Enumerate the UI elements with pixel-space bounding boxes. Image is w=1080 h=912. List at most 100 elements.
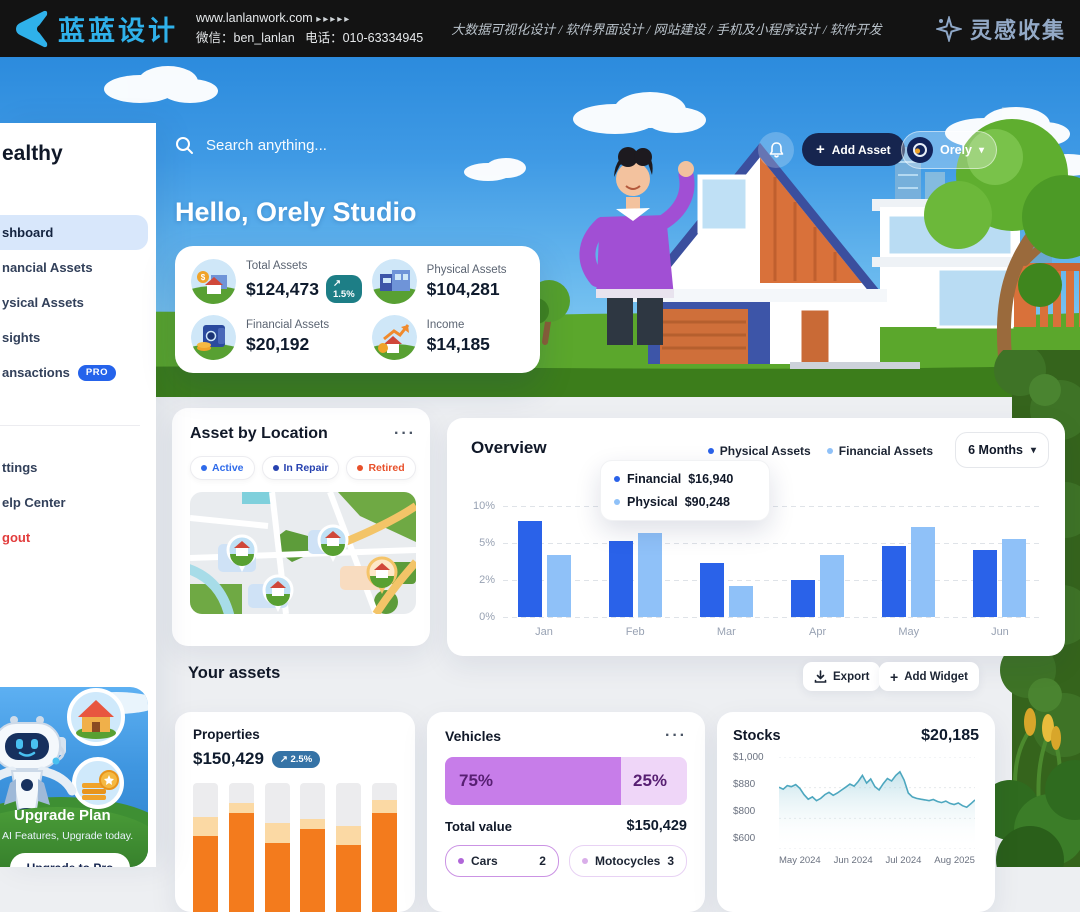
property-bar[interactable] xyxy=(229,783,254,912)
location-menu-button[interactable]: ··· xyxy=(394,425,416,443)
banner-wechat: 微信：ben_lanlan xyxy=(196,31,295,45)
notifications-button[interactable] xyxy=(758,132,794,168)
property-bar[interactable] xyxy=(300,783,325,912)
bell-icon xyxy=(768,141,785,159)
bar-group-may[interactable]: May xyxy=(882,506,936,617)
bar-group-jan[interactable]: Jan xyxy=(517,506,571,617)
upgrade-title: Upgrade Plan xyxy=(14,807,111,824)
user-menu[interactable]: Orely ▾ xyxy=(901,131,997,169)
bar-financial[interactable] xyxy=(973,550,997,617)
cars-share: 75% xyxy=(445,757,621,805)
lanlan-logo-icon xyxy=(14,9,50,49)
location-filters: Active In Repair Retired xyxy=(190,456,416,480)
filter-retired[interactable]: Retired xyxy=(346,456,415,480)
motocycles-pill[interactable]: Motocycles 3 xyxy=(569,845,687,877)
sidebar-divider xyxy=(0,425,140,426)
filter-active[interactable]: Active xyxy=(190,456,255,480)
bar-physical[interactable] xyxy=(1002,539,1026,617)
bar-financial[interactable] xyxy=(791,580,815,617)
asset-by-location-card: Asset by Location ··· Active In Repair R… xyxy=(172,408,430,646)
property-bar[interactable] xyxy=(336,783,361,912)
upgrade-button[interactable]: Upgrade to Pro xyxy=(10,853,130,867)
summary-financial-assets: Financial Assets $20,192 xyxy=(181,310,362,366)
vehicles-menu-button[interactable]: ··· xyxy=(665,727,687,745)
property-bar[interactable] xyxy=(372,783,397,912)
stocks-title: Stocks xyxy=(733,728,781,744)
stocks-chart xyxy=(779,757,975,849)
bar-physical[interactable] xyxy=(547,555,571,617)
bar-segment-value xyxy=(229,813,254,912)
chevron-down-icon: ▾ xyxy=(979,145,984,156)
sparkle-icon xyxy=(936,16,962,42)
export-button[interactable]: Export xyxy=(803,662,880,691)
sidebar-item-financial-assets[interactable]: nancial Assets xyxy=(0,250,148,285)
add-widget-button[interactable]: + Add Widget xyxy=(879,662,979,691)
sidebar-item-settings[interactable]: ttings xyxy=(0,450,148,485)
bar-segment-projected xyxy=(229,803,254,813)
summary-total-assets: $ Total Assets $124,473 ↗ 1.5% xyxy=(181,254,362,310)
cars-pill[interactable]: Cars 2 xyxy=(445,845,559,877)
y-tick-label: 2% xyxy=(457,574,495,586)
properties-value: $150,429 ↗ 2.5% xyxy=(193,749,397,769)
search-input[interactable] xyxy=(204,136,448,155)
stocks-card: Stocks $20,185 $1,000$880 $800$600 May 2… xyxy=(717,712,995,912)
avatar xyxy=(907,137,933,163)
property-bar[interactable] xyxy=(193,783,218,912)
bar-group-mar[interactable]: Mar xyxy=(699,506,753,617)
motocycles-share: 25% xyxy=(621,757,687,805)
banner-contact: www.lanlanwork.com ▸▸▸▸▸ 微信：ben_lanlan 电… xyxy=(196,9,423,48)
vehicles-card: Vehicles ··· 75% 25% Total value $150,42… xyxy=(427,712,705,912)
bar-financial[interactable] xyxy=(700,563,724,617)
sidebar: ealthy shboard nancial Assets ysical Ass… xyxy=(0,123,156,867)
arrows-icon: ▸▸▸▸▸ xyxy=(316,14,351,25)
bar-group-feb[interactable]: Feb xyxy=(608,506,662,617)
growth-badge: ↗ 1.5% xyxy=(326,275,362,303)
bar-segment-projected xyxy=(372,800,397,813)
add-asset-button[interactable]: + Add Asset xyxy=(802,133,905,166)
x-tick-label: May xyxy=(882,626,936,638)
tooltip-financial: Financial$16,940 xyxy=(614,472,756,486)
x-tick-label: Apr xyxy=(791,626,845,638)
sidebar-item-dashboard[interactable]: shboard xyxy=(0,215,148,250)
location-title: Asset by Location xyxy=(190,425,328,443)
house-badge xyxy=(69,690,123,744)
x-tick-label: Feb xyxy=(608,626,662,638)
bar-group-jun[interactable]: Jun xyxy=(973,506,1027,617)
pro-badge: PRO xyxy=(78,365,116,381)
bar-segment-value xyxy=(193,836,218,912)
vehicles-title: Vehicles xyxy=(445,728,501,744)
bar-segment-value xyxy=(265,843,290,912)
your-assets-title: Your assets xyxy=(188,664,280,683)
bar-financial[interactable] xyxy=(518,521,542,617)
asset-summary-card: $ Total Assets $124,473 ↗ 1.5% Physical … xyxy=(175,246,540,373)
property-bar[interactable] xyxy=(265,783,290,912)
bar-physical[interactable] xyxy=(911,527,935,617)
sidebar-item-transactions[interactable]: ansactions PRO xyxy=(0,355,148,390)
bar-physical[interactable] xyxy=(820,555,844,617)
asset-map[interactable] xyxy=(190,492,416,614)
lanlan-logo: 蓝蓝设计 xyxy=(14,9,178,49)
x-tick-label: Jan xyxy=(517,626,571,638)
svg-text:$: $ xyxy=(201,273,206,282)
bar-group-apr[interactable]: Apr xyxy=(791,506,845,617)
banner-services: 大数据可视化设计 / 软件界面设计 / 网站建设 / 手机及小程序设计 / 软件… xyxy=(451,19,881,38)
filter-in-repair[interactable]: In Repair xyxy=(262,456,340,480)
plus-icon: + xyxy=(890,669,898,685)
y-tick-label: 0% xyxy=(457,611,495,623)
bar-groups: Jan Feb Mar Apr May Jun xyxy=(517,506,1027,617)
income-icon xyxy=(372,315,417,360)
bar-financial[interactable] xyxy=(882,546,906,618)
hero-illustration xyxy=(0,57,1080,397)
sidebar-item-logout[interactable]: gout xyxy=(0,520,148,555)
physical-assets-icon xyxy=(372,259,417,304)
vehicles-split-bar: 75% 25% xyxy=(445,757,687,805)
sidebar-item-physical-assets[interactable]: ysical Assets xyxy=(0,285,148,320)
banner-collect: 灵感收集 xyxy=(936,13,1066,45)
sidebar-item-insights[interactable]: sights xyxy=(0,320,148,355)
bar-physical[interactable] xyxy=(729,586,753,617)
bar-physical[interactable] xyxy=(638,533,662,617)
sidebar-item-help-center[interactable]: elp Center xyxy=(0,485,148,520)
bar-financial[interactable] xyxy=(609,541,633,617)
coins-badge xyxy=(74,759,122,807)
sidebar-nav-secondary: ttings elp Center gout xyxy=(0,450,148,555)
